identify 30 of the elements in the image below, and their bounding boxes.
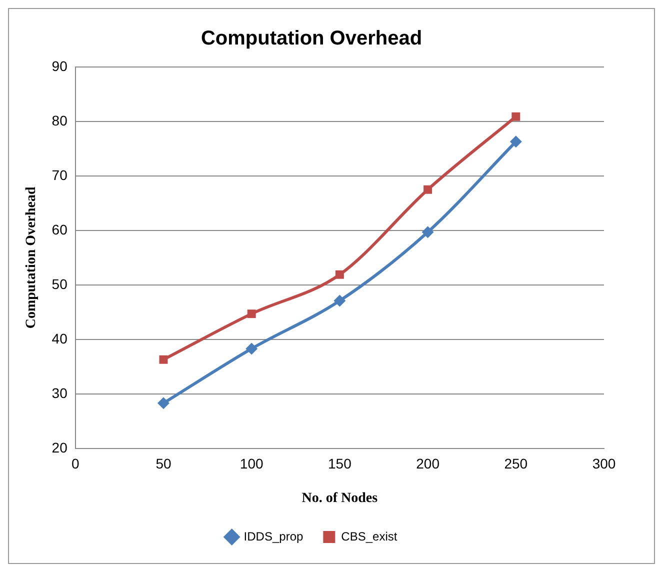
point [247, 310, 256, 318]
point [157, 397, 170, 410]
y-tick-label: 20 [52, 439, 68, 456]
y-axis-title: Computation Overhead [24, 186, 40, 329]
point [422, 226, 434, 238]
point [424, 185, 432, 194]
y-tick-label: 60 [52, 221, 68, 238]
point [334, 294, 346, 307]
x-tick-label: 100 [240, 456, 264, 472]
x-tick-label: 0 [71, 456, 80, 472]
point [512, 112, 520, 121]
x-axis-title: No. of Nodes [302, 491, 378, 506]
y-tick-label: 90 [52, 58, 68, 74]
x-tick-label: 50 [156, 456, 172, 472]
y-tick-label: 30 [52, 384, 68, 401]
x-tick-label: 250 [504, 456, 528, 472]
legend-label: CBS_exist [341, 529, 398, 544]
x-tick-label: 300 [592, 456, 616, 472]
x-tick-label: 150 [328, 456, 352, 472]
x-tick-label: 200 [416, 456, 440, 472]
legend-label: IDDS_prop [244, 529, 304, 544]
chart-title: Computation Overhead [200, 28, 422, 50]
point [246, 342, 258, 355]
y-tick-label: 40 [52, 330, 68, 346]
point [510, 136, 522, 148]
y-tick-label: 80 [52, 112, 68, 128]
y-tick-label: 50 [52, 276, 68, 292]
point [335, 270, 344, 279]
y-tick-label: 70 [52, 166, 68, 183]
point [159, 355, 168, 364]
